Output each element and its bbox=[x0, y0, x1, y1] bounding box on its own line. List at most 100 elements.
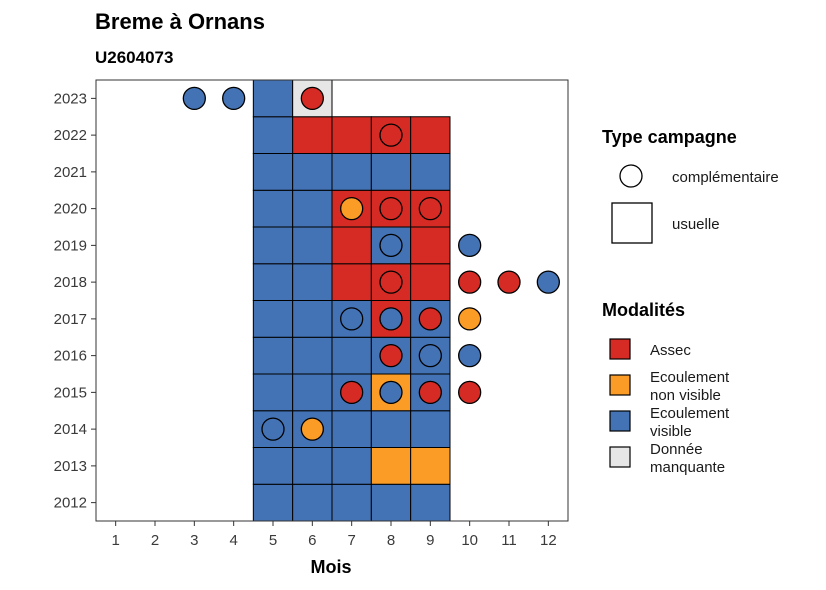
y-tick-label-2015: 2015 bbox=[54, 384, 87, 401]
legend-type-campagne: Type campagne complémentaire usuelle bbox=[602, 127, 779, 244]
tile-2013-7 bbox=[331, 447, 372, 485]
tile-2021-6 bbox=[292, 153, 333, 191]
tile-2013-9 bbox=[410, 447, 451, 485]
x-tick-label-5: 5 bbox=[269, 532, 277, 549]
x-tick-label-2: 2 bbox=[151, 532, 159, 549]
x-tick-label-9: 9 bbox=[426, 532, 434, 549]
tile-2022-6 bbox=[292, 116, 333, 154]
tile-2022-9 bbox=[410, 116, 451, 154]
y-tick-label-2023: 2023 bbox=[54, 90, 87, 107]
y-tick-label-2021: 2021 bbox=[54, 164, 87, 181]
legend-modalite-label-2-line-0: Ecoulement bbox=[650, 405, 730, 422]
x-axis-title: Mois bbox=[310, 557, 351, 577]
point-2016-9 bbox=[418, 343, 442, 368]
point-2023-3 bbox=[182, 86, 206, 111]
tile-2016-6 bbox=[292, 336, 333, 375]
tile-2016-7 bbox=[331, 336, 372, 375]
usuelle-tiles bbox=[252, 79, 451, 522]
tile-2017-6 bbox=[292, 300, 333, 338]
point-2023-6 bbox=[300, 86, 324, 111]
y-axis: 2012 2013 2014 2015 2016 2017 2018 2019 2020 2021… bbox=[54, 90, 96, 512]
plot-border bbox=[95, 79, 569, 522]
tile-2019-6 bbox=[292, 226, 333, 265]
complementaire-points bbox=[182, 86, 560, 441]
legend-type-label-0: complémentaire bbox=[672, 169, 779, 186]
point-2015-8 bbox=[379, 380, 403, 405]
tile-2012-8 bbox=[370, 483, 412, 522]
point-2018-12 bbox=[536, 270, 560, 294]
point-2014-6 bbox=[300, 417, 324, 441]
point-2015-9 bbox=[418, 380, 442, 405]
x-tick-label-12: 12 bbox=[540, 532, 557, 549]
legend-modalite-label-3-line-1: manquante bbox=[650, 459, 725, 476]
tile-2018-6 bbox=[292, 263, 333, 301]
x-tick-label-7: 7 bbox=[347, 532, 355, 549]
legend-modalite-key-2 bbox=[609, 410, 631, 432]
legend-type-label-1: usuelle bbox=[672, 216, 720, 233]
tile-2018-7 bbox=[331, 263, 372, 301]
point-2015-10 bbox=[458, 380, 482, 405]
tile-2022-5 bbox=[252, 116, 294, 154]
tile-2014-9 bbox=[410, 410, 451, 448]
point-2015-7 bbox=[340, 380, 364, 405]
tile-2020-6 bbox=[292, 189, 333, 228]
legend-circle-key bbox=[619, 164, 643, 188]
x-axis: 1 2 3 4 5 6 7 8 9 10 11 12 bbox=[111, 521, 557, 549]
legend-modalite-key-1 bbox=[609, 374, 631, 396]
y-tick-label-2013: 2013 bbox=[54, 458, 87, 475]
point-2018-10 bbox=[458, 270, 482, 294]
y-tick-label-2018: 2018 bbox=[54, 274, 87, 291]
tile-2017-5 bbox=[252, 300, 294, 338]
y-tick-label-2019: 2019 bbox=[54, 237, 87, 254]
tile-2012-5 bbox=[252, 483, 294, 522]
point-2017-9 bbox=[418, 307, 442, 331]
tile-2015-6 bbox=[292, 373, 333, 412]
tile-2018-9 bbox=[410, 263, 451, 301]
x-tick-label-1: 1 bbox=[111, 532, 119, 549]
point-2016-8 bbox=[379, 343, 403, 368]
point-2014-5 bbox=[261, 417, 285, 441]
plot-area bbox=[95, 79, 569, 522]
tile-2021-5 bbox=[252, 153, 294, 191]
legend-modalite-label-1-line-0: Ecoulement bbox=[650, 369, 730, 386]
point-2017-8 bbox=[379, 307, 403, 331]
tile-2015-5 bbox=[252, 373, 294, 412]
tile-2016-5 bbox=[252, 336, 294, 375]
point-2019-8 bbox=[379, 233, 403, 258]
tile-2012-6 bbox=[292, 483, 333, 522]
legend-modalite-label-0: Assec bbox=[650, 342, 691, 359]
y-tick-label-2017: 2017 bbox=[54, 311, 87, 328]
point-2017-10 bbox=[458, 307, 482, 331]
y-tick-label-2014: 2014 bbox=[54, 421, 87, 438]
tile-2014-7 bbox=[331, 410, 372, 448]
x-tick-label-6: 6 bbox=[308, 532, 316, 549]
tile-2018-5 bbox=[252, 263, 294, 301]
x-tick-label-3: 3 bbox=[190, 532, 198, 549]
point-2020-7 bbox=[340, 196, 364, 221]
tile-2021-7 bbox=[331, 153, 372, 191]
point-2022-8 bbox=[379, 123, 403, 147]
y-tick-label-2016: 2016 bbox=[54, 348, 87, 365]
x-tick-label-8: 8 bbox=[387, 532, 395, 549]
tile-2023-5 bbox=[252, 79, 294, 118]
tile-2021-8 bbox=[370, 153, 412, 191]
point-2016-10 bbox=[458, 343, 482, 368]
tile-2021-9 bbox=[410, 153, 451, 191]
x-tick-label-4: 4 bbox=[229, 532, 237, 549]
chart-title: Breme à Ornans bbox=[95, 9, 265, 34]
tile-2013-6 bbox=[292, 447, 333, 485]
point-2020-8 bbox=[379, 196, 403, 221]
point-2018-8 bbox=[379, 270, 403, 294]
tile-2019-9 bbox=[410, 226, 451, 265]
tile-2012-9 bbox=[410, 483, 451, 522]
tile-2019-5 bbox=[252, 226, 294, 265]
y-tick-label-2020: 2020 bbox=[54, 201, 87, 218]
legend-modalite-key-0 bbox=[609, 338, 631, 360]
tile-2022-7 bbox=[331, 116, 372, 154]
legend-square-key bbox=[611, 202, 653, 244]
tile-2020-5 bbox=[252, 189, 294, 228]
x-tick-label-11: 11 bbox=[501, 532, 517, 549]
legend-type-title: Type campagne bbox=[602, 127, 737, 147]
y-tick-label-2012: 2012 bbox=[54, 495, 87, 512]
tile-2014-8 bbox=[370, 410, 412, 448]
